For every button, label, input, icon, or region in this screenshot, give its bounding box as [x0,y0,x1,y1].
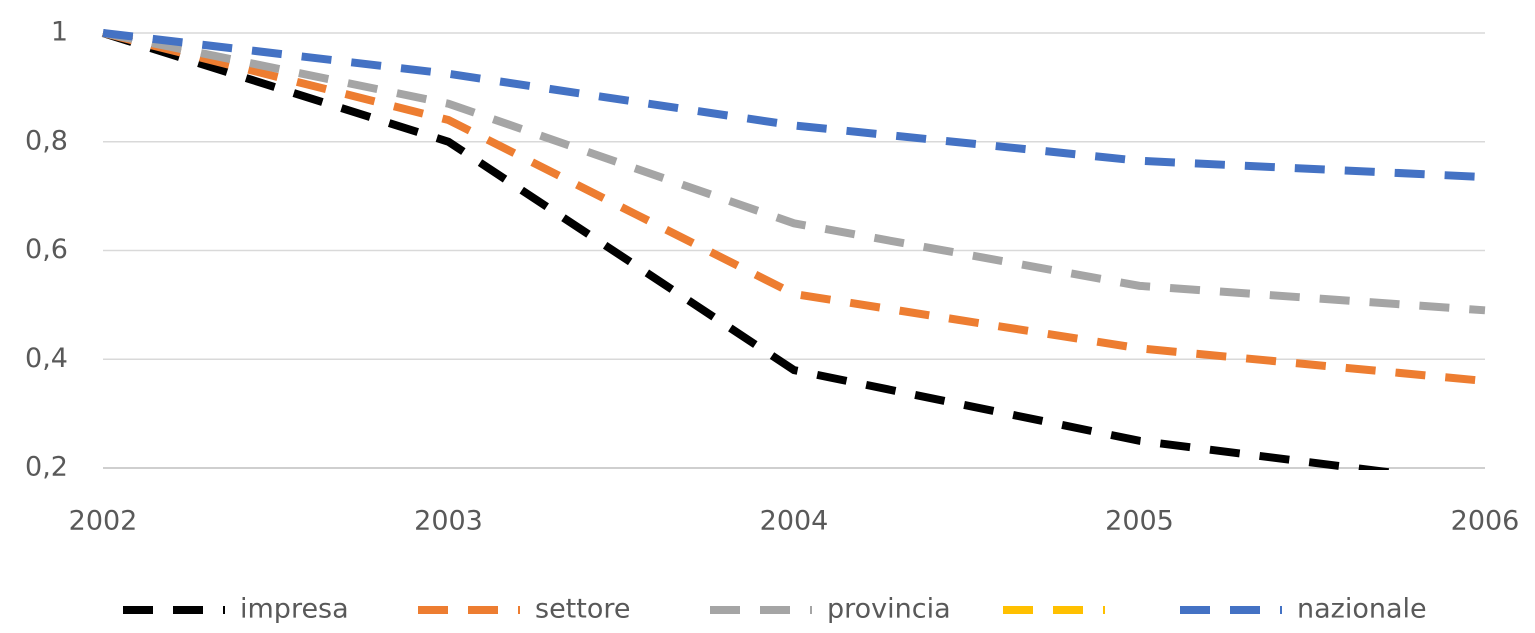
x-tick-label: 2004 [760,506,829,537]
y-tick-label: 0,2 [25,452,68,483]
legend-label: impresa [240,594,349,625]
series-line [101,29,1404,470]
y-tick-label: 0,8 [25,125,68,156]
series-line [102,29,1486,182]
y-tick-label: 1 [51,17,68,48]
x-tick-label: 2005 [1105,506,1174,537]
labels: 0,2 0,4 0,6 0,8 1 2002 2003 2004 2005 2006 impresa… [25,17,1519,625]
x-tick-label: 2002 [69,506,138,537]
x-tick-label: 2003 [414,506,483,537]
y-tick-label: 0,4 [25,343,68,374]
series-line [102,29,1486,385]
x-tick-label: 2006 [1451,506,1520,537]
legend-label: settore [535,594,631,625]
legend-label: provincia [827,594,951,625]
plot-area [101,29,1486,470]
legend-label: nazionale [1297,594,1427,625]
series-line [102,29,1486,315]
y-tick-label: 0,6 [25,234,68,265]
